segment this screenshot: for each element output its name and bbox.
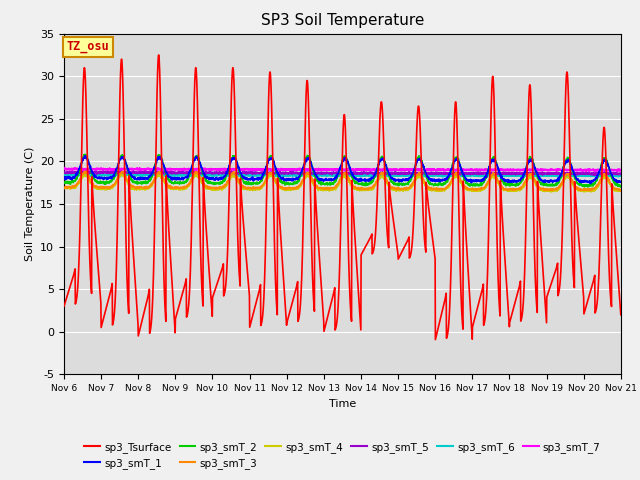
sp3_smT_3 (359, 186, 367, 192)
sp3_smT_2 (504, 181, 512, 187)
Legend: sp3_Tsurface, sp3_smT_1, sp3_smT_2, sp3_smT_3, sp3_smT_4, sp3_smT_5, sp3_smT_6, : sp3_Tsurface, sp3_smT_1, sp3_smT_2, sp3_… (80, 438, 605, 473)
sp3_smT_5 (617, 171, 625, 177)
sp3_smT_4 (359, 188, 367, 193)
sp3_smT_6 (568, 173, 575, 179)
sp3_smT_7 (358, 167, 366, 172)
sp3_smT_4 (548, 189, 556, 195)
sp3_smT_5 (359, 170, 367, 176)
sp3_Tsurface (584, 299, 591, 304)
sp3_smT_6 (584, 173, 591, 179)
sp3_smT_5 (592, 172, 600, 178)
sp3_smT_7 (504, 168, 512, 173)
sp3_smT_1 (568, 164, 575, 169)
sp3_smT_2 (81, 152, 89, 157)
sp3_smT_4 (60, 185, 68, 191)
sp3_smT_7 (568, 167, 575, 173)
sp3_Tsurface (371, 240, 379, 245)
Y-axis label: Soil Temperature (C): Soil Temperature (C) (24, 147, 35, 261)
sp3_smT_1 (504, 180, 512, 185)
sp3_smT_7 (60, 165, 68, 171)
Line: sp3_smT_2: sp3_smT_2 (64, 155, 621, 187)
sp3_smT_1 (359, 177, 367, 183)
sp3_smT_1 (587, 180, 595, 186)
sp3_smT_4 (216, 186, 223, 192)
sp3_smT_7 (591, 168, 598, 174)
X-axis label: Time: Time (329, 399, 356, 408)
sp3_Tsurface (431, 337, 439, 343)
sp3_smT_4 (371, 183, 379, 189)
sp3_smT_6 (60, 172, 68, 178)
sp3_smT_5 (216, 170, 223, 176)
sp3_smT_2 (617, 184, 625, 190)
sp3_Tsurface (359, 249, 367, 255)
sp3_smT_2 (60, 180, 68, 186)
sp3_smT_3 (584, 186, 591, 192)
sp3_smT_4 (617, 188, 625, 193)
sp3_smT_3 (60, 185, 68, 191)
sp3_smT_5 (60, 169, 68, 175)
sp3_smT_2 (568, 166, 575, 171)
sp3_smT_2 (617, 183, 625, 189)
Line: sp3_Tsurface: sp3_Tsurface (64, 55, 621, 340)
Line: sp3_smT_6: sp3_smT_6 (64, 174, 621, 177)
sp3_smT_7 (583, 167, 591, 173)
Line: sp3_smT_1: sp3_smT_1 (64, 156, 621, 183)
sp3_smT_3 (617, 188, 625, 194)
sp3_smT_6 (614, 174, 622, 180)
sp3_smT_6 (216, 172, 223, 178)
sp3_smT_3 (216, 184, 223, 190)
sp3_smT_6 (371, 173, 379, 179)
sp3_smT_1 (584, 178, 591, 184)
Line: sp3_smT_3: sp3_smT_3 (64, 171, 621, 191)
sp3_Tsurface (216, 274, 223, 280)
sp3_smT_1 (371, 173, 379, 179)
sp3_Tsurface (155, 52, 163, 58)
sp3_smT_7 (216, 167, 223, 173)
sp3_smT_3 (568, 177, 575, 183)
sp3_smT_5 (568, 171, 575, 177)
sp3_smT_1 (60, 176, 68, 181)
sp3_smT_5 (371, 170, 379, 176)
sp3_smT_4 (584, 188, 591, 194)
sp3_smT_1 (81, 153, 89, 158)
sp3_Tsurface (60, 303, 68, 309)
sp3_smT_5 (504, 170, 512, 176)
sp3_smT_6 (200, 171, 207, 177)
sp3_smT_2 (216, 181, 223, 187)
sp3_smT_3 (82, 168, 90, 174)
sp3_smT_4 (504, 188, 512, 193)
sp3_smT_5 (82, 168, 90, 174)
sp3_smT_6 (504, 173, 512, 179)
sp3_Tsurface (505, 312, 513, 318)
sp3_smT_2 (584, 182, 591, 188)
sp3_smT_5 (584, 171, 591, 177)
sp3_smT_4 (568, 180, 576, 186)
sp3_smT_1 (216, 176, 223, 182)
sp3_smT_4 (117, 171, 125, 177)
Title: SP3 Soil Temperature: SP3 Soil Temperature (260, 13, 424, 28)
Line: sp3_smT_5: sp3_smT_5 (64, 171, 621, 175)
sp3_smT_2 (371, 174, 379, 180)
sp3_smT_3 (504, 187, 512, 193)
sp3_smT_6 (359, 172, 367, 178)
sp3_Tsurface (568, 242, 576, 248)
sp3_smT_3 (371, 182, 379, 188)
Line: sp3_smT_4: sp3_smT_4 (64, 174, 621, 192)
sp3_smT_7 (371, 167, 378, 173)
sp3_smT_6 (617, 172, 625, 178)
Text: TZ_osu: TZ_osu (67, 40, 109, 53)
sp3_smT_1 (617, 179, 625, 184)
sp3_smT_7 (617, 168, 625, 173)
sp3_smT_2 (359, 182, 367, 188)
Line: sp3_smT_7: sp3_smT_7 (64, 168, 621, 171)
sp3_Tsurface (617, 312, 625, 318)
